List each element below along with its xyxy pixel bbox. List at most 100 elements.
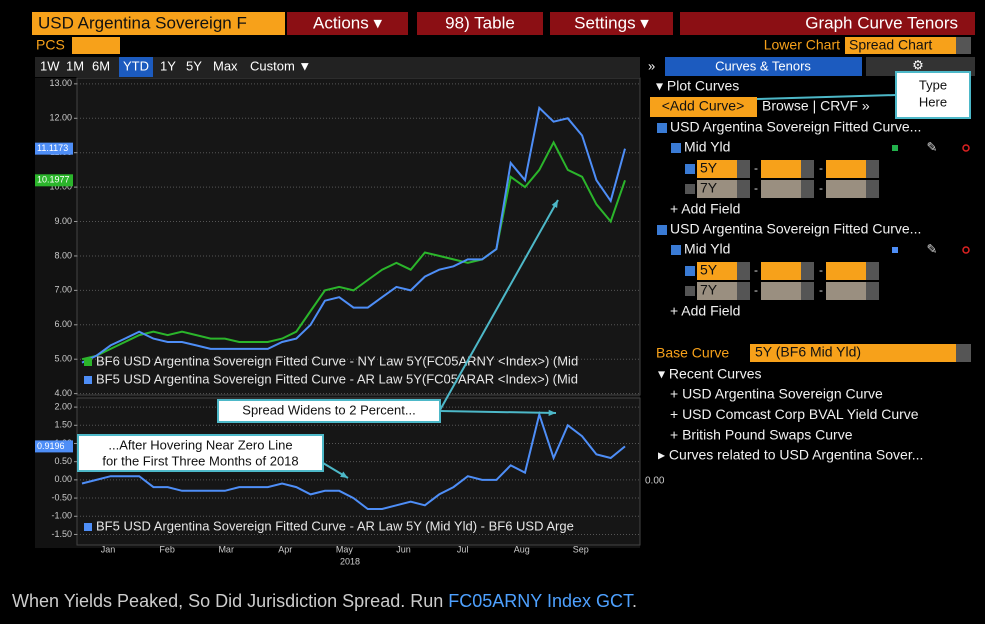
separator: -: [754, 161, 758, 175]
range-button[interactable]: Max: [213, 58, 238, 73]
x-tick-label: Mar: [218, 544, 234, 554]
series-line: [81, 140, 626, 361]
dropdown-arrow[interactable]: [801, 282, 814, 300]
dropdown-arrow[interactable]: [801, 262, 814, 280]
tenor-input[interactable]: [697, 180, 737, 198]
recent-curve[interactable]: + USD Comcast Corp BVAL Yield Curve: [670, 406, 919, 422]
field-name: Mid Yld: [684, 139, 730, 155]
dropdown-arrow[interactable]: [801, 180, 814, 198]
x-tick-label: Apr: [278, 544, 292, 554]
tenor-input[interactable]: [826, 160, 866, 178]
range-button[interactable]: 1W: [40, 58, 60, 73]
dropdown-arrow[interactable]: [737, 282, 750, 300]
recent-curve[interactable]: + USD Argentina Sovereign Curve: [670, 386, 883, 402]
gear-icon[interactable]: ⚙: [912, 57, 924, 72]
plot-curves[interactable]: ▾ Plot Curves: [656, 78, 739, 94]
y-tick-label: 9.00: [54, 216, 72, 226]
dropdown-arrow[interactable]: [866, 282, 879, 300]
tenor-input[interactable]: [826, 282, 866, 300]
dropdown-arrow[interactable]: [866, 262, 879, 280]
pcs-input[interactable]: [72, 37, 120, 54]
dropdown-arrow[interactable]: [956, 344, 971, 362]
y-tick-label: 6.00: [54, 319, 72, 329]
tenor-input[interactable]: [697, 262, 737, 280]
range-button[interactable]: 1M: [66, 58, 84, 73]
arrow: [439, 199, 559, 411]
remove-icon[interactable]: [962, 144, 970, 152]
menu-label: 98) Table: [445, 13, 515, 32]
checkbox[interactable]: [671, 143, 681, 153]
recent-title[interactable]: ▾ Recent Curves: [658, 366, 762, 382]
add-field[interactable]: + Add Field: [670, 303, 740, 319]
menu[interactable]: [287, 12, 408, 35]
graph-title-bar: [680, 12, 975, 35]
range-button[interactable]: 1Y: [160, 58, 176, 73]
legend-entry: BF5 USD Argentina Sovereign Fitted Curve…: [96, 371, 578, 386]
checkbox[interactable]: [657, 123, 667, 133]
range-selected[interactable]: [119, 57, 153, 77]
remove-icon[interactable]: [962, 246, 970, 254]
checkbox[interactable]: [685, 266, 695, 276]
security-box[interactable]: [32, 12, 285, 35]
checkbox[interactable]: [657, 225, 667, 235]
checkbox[interactable]: [685, 164, 695, 174]
recent-curve[interactable]: + British Pound Swaps Curve: [670, 426, 853, 442]
menu[interactable]: [550, 12, 673, 35]
range-button[interactable]: YTD: [123, 58, 149, 73]
callout-line: [756, 94, 897, 100]
separator: -: [754, 283, 758, 297]
tenor-input[interactable]: [697, 282, 737, 300]
color-icon[interactable]: [892, 145, 898, 151]
tab-label: Curves & Tenors: [715, 58, 811, 73]
browse[interactable]: Browse | CRVF »: [762, 98, 870, 114]
tenor-input[interactable]: [761, 282, 801, 300]
dropdown-arrow[interactable]: [801, 160, 814, 178]
tenor-input[interactable]: [826, 180, 866, 198]
add-field[interactable]: + Add Field: [670, 201, 740, 217]
dropdown-arrow[interactable]: [737, 180, 750, 198]
tenor-input[interactable]: [697, 160, 737, 178]
tenor-input[interactable]: [761, 180, 801, 198]
checkbox[interactable]: [685, 184, 695, 194]
dropdown-arrow[interactable]: [737, 160, 750, 178]
last-value-label: 10.1977: [37, 175, 70, 185]
add-curve-box[interactable]: [650, 97, 757, 117]
range-button[interactable]: Custom ▼: [250, 58, 311, 73]
y-tick-label: 1.50: [54, 420, 72, 430]
y-tick-label: -1.50: [51, 529, 72, 539]
dropdown-arrow[interactable]: [956, 37, 971, 54]
caption-end: .: [632, 591, 637, 611]
tenor-input[interactable]: [826, 262, 866, 280]
checkbox[interactable]: [685, 286, 695, 296]
color-icon[interactable]: [892, 247, 898, 253]
tab[interactable]: [665, 57, 862, 76]
arrow: [439, 410, 557, 414]
tenor-input[interactable]: [761, 262, 801, 280]
edit-icon[interactable]: ✎: [927, 139, 938, 154]
x-tick-label: May: [336, 544, 354, 554]
base-curve-dropdown[interactable]: [750, 344, 971, 362]
edit-icon[interactable]: ✎: [927, 241, 938, 256]
separator: -: [819, 181, 823, 195]
x-tick-label: Feb: [159, 544, 175, 554]
lower-chart-dropdown[interactable]: [845, 37, 971, 54]
range-button[interactable]: 5Y: [186, 58, 202, 73]
y-tick-label: 5.00: [54, 354, 72, 364]
menu[interactable]: [417, 12, 543, 35]
dropdown-arrow[interactable]: [737, 262, 750, 280]
dropdown-arrow[interactable]: [866, 180, 879, 198]
related[interactable]: ▸ Curves related to USD Argentina Sover.…: [658, 447, 923, 463]
expand[interactable]: »: [648, 58, 655, 73]
x-tick-label: Jul: [457, 544, 469, 554]
range-button[interactable]: 6M: [92, 58, 110, 73]
curve-name: USD Argentina Sovereign Fitted Curve...: [670, 119, 921, 135]
field-name: Mid Yld: [684, 241, 730, 257]
checkbox[interactable]: [671, 245, 681, 255]
separator: -: [819, 283, 823, 297]
arrow-head: [340, 471, 348, 478]
year-label: 2018: [340, 556, 360, 566]
dropdown-arrow[interactable]: [866, 160, 879, 178]
caption-link[interactable]: FC05ARNY Index GCT: [448, 591, 634, 611]
tenor-input[interactable]: [761, 160, 801, 178]
